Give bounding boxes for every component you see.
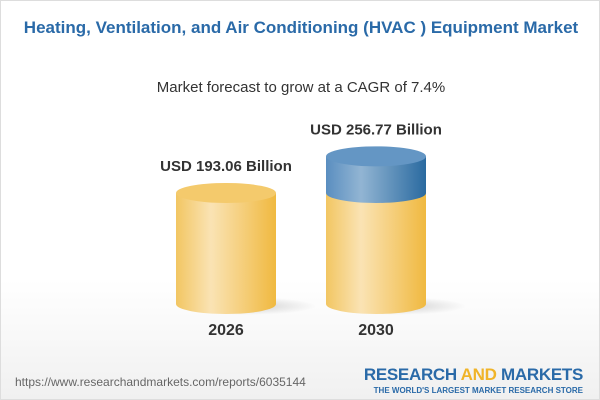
cylinder-base-2026 [176,192,276,314]
chart-title: Heating, Ventilation, and Air Conditioni… [23,18,579,37]
chart: USD 193.06 Billion 2026 USD 256.77 Billion… [160,121,466,339]
chart-subtitle: Market forecast to grow at a CAGR of 7.4… [156,79,446,96]
data-label: USD 256.77 Billion [310,121,442,138]
cylinder-base-2030 [326,192,426,314]
category-label: 2030 [358,322,394,339]
category-label: 2026 [208,322,244,339]
report-url[interactable]: https://www.researchandmarkets.com/repor… [15,375,306,389]
cylinder-top-2026 [176,182,276,203]
logo-tagline: THE WORLD'S LARGEST MARKET RESEARCH STOR… [373,386,583,395]
research-and-markets-logo: RESEARCH AND MARKETS THE WORLD'S LARGEST… [363,365,583,395]
cylinder-top-2030 [326,146,426,167]
data-label: USD 193.06 Billion [160,158,292,175]
cylinder-growth-2030 [326,156,426,203]
